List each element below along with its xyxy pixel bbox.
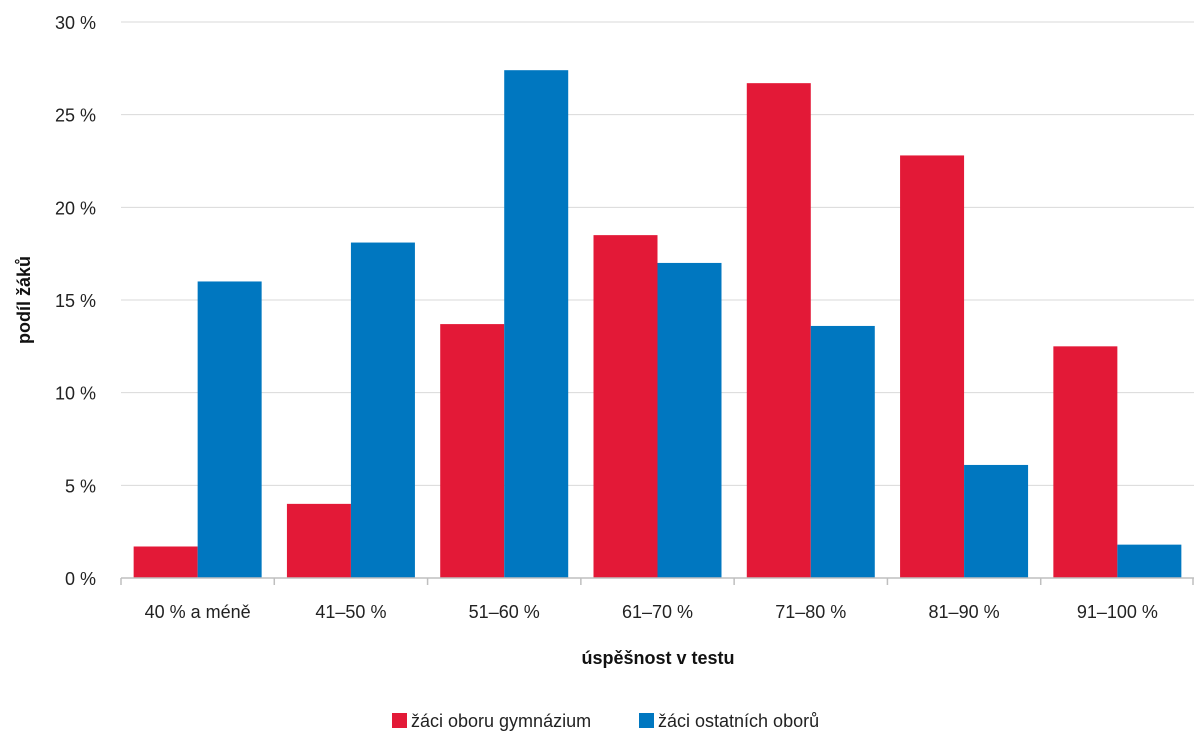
x-tick-label: 41–50 % bbox=[315, 602, 386, 622]
y-tick-label: 10 % bbox=[55, 384, 96, 404]
y-axis-title: podíl žáků bbox=[14, 256, 34, 344]
x-tick-label: 81–90 % bbox=[929, 602, 1000, 622]
y-tick-label: 0 % bbox=[65, 569, 96, 589]
bar-ostatni bbox=[964, 464, 1029, 578]
bar-ostatni bbox=[504, 70, 569, 578]
bars bbox=[133, 70, 1182, 578]
y-axis-ticks: 0 % 5 % 10 % 15 % 20 % 25 % 30 % bbox=[55, 13, 96, 589]
bar-gymnazium bbox=[133, 546, 198, 578]
x-tick-label: 51–60 % bbox=[469, 602, 540, 622]
bar-gymnazium bbox=[440, 324, 505, 578]
x-axis-title: úspěšnost v testu bbox=[581, 648, 734, 668]
x-axis-ticks: 40 % a méně 41–50 % 51–60 % 61–70 % 71–80 % 8… bbox=[145, 602, 1158, 622]
x-axis bbox=[120, 577, 1194, 585]
legend-label: žáci oboru gymnázium bbox=[411, 711, 591, 731]
bar-ostatni bbox=[197, 281, 262, 578]
legend: žáci oboru gymnázium žáci ostatních oborů bbox=[392, 711, 819, 731]
y-tick-label: 15 % bbox=[55, 291, 96, 311]
y-tick-label: 5 % bbox=[65, 476, 96, 496]
x-tick-label: 71–80 % bbox=[775, 602, 846, 622]
bar-gymnazium bbox=[1053, 346, 1118, 578]
y-tick-label: 20 % bbox=[55, 198, 96, 218]
bar-gymnazium bbox=[746, 83, 811, 578]
x-tick-label: 40 % a méně bbox=[145, 602, 251, 622]
bar-gymnazium bbox=[593, 235, 658, 578]
legend-swatch bbox=[639, 713, 654, 728]
bar-ostatni bbox=[350, 242, 415, 578]
y-tick-label: 25 % bbox=[55, 106, 96, 126]
bar-ostatni bbox=[1117, 544, 1182, 578]
bar-ostatni bbox=[657, 262, 722, 578]
legend-swatch bbox=[392, 713, 407, 728]
x-tick-label: 91–100 % bbox=[1077, 602, 1158, 622]
bar-ostatni bbox=[810, 325, 875, 578]
legend-label: žáci ostatních oborů bbox=[658, 711, 819, 731]
y-tick-label: 30 % bbox=[55, 13, 96, 33]
bar-gymnazium bbox=[900, 155, 965, 578]
x-tick-label: 61–70 % bbox=[622, 602, 693, 622]
bar-gymnazium bbox=[286, 503, 351, 578]
